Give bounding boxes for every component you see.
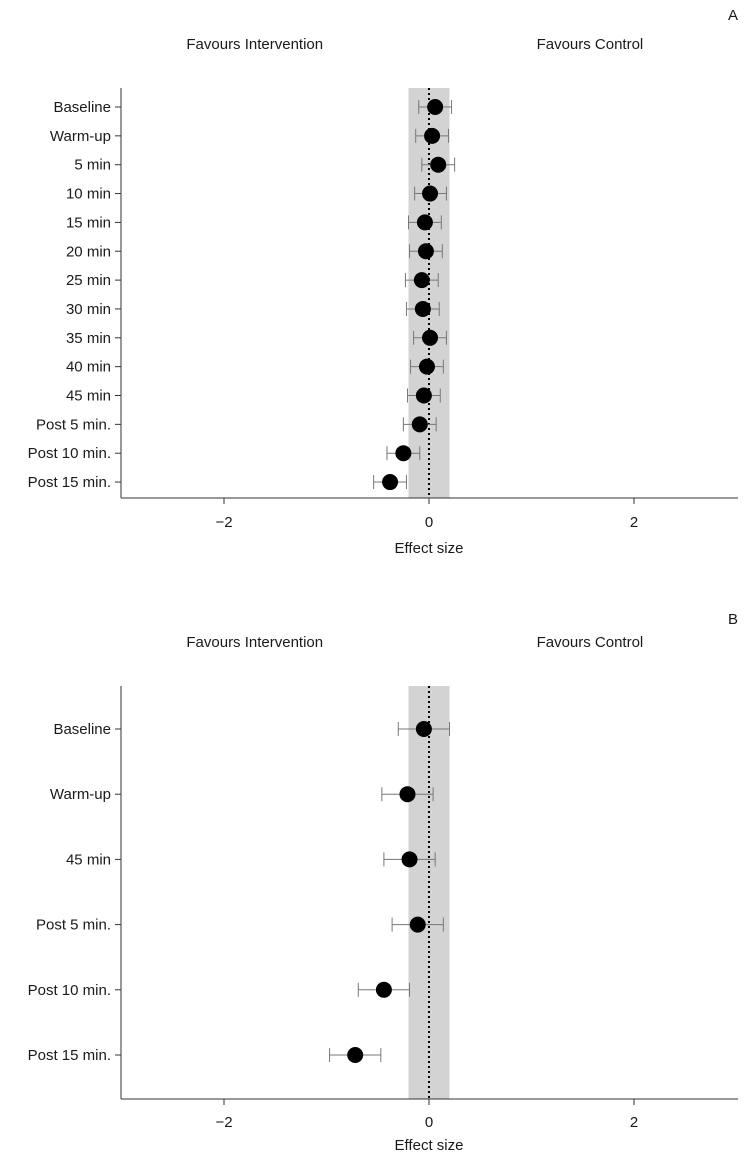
forest-row: 45 min [66,387,441,405]
row-label: 35 min [66,330,111,347]
row-label: 20 min [66,243,111,260]
x-axis-label: Effect size [395,540,464,557]
point-estimate [409,916,426,933]
forest-row: 40 min [66,358,444,376]
x-axis-label: Effect size [395,1137,464,1154]
row-label: Post 15 min. [28,474,111,491]
row-label: Post 5 min. [36,917,111,934]
x-tick-label: 0 [425,1114,433,1131]
point-estimate [395,445,412,462]
forest-row: Baseline [53,721,450,738]
forest-row: 45 min [66,851,436,868]
point-estimate [430,156,447,173]
x-tick-label: 2 [630,514,638,531]
point-estimate [424,127,441,144]
forest-row: 15 min [66,214,442,231]
forest-row: 35 min [66,329,447,347]
header-favours-intervention: Favours Intervention [186,634,323,651]
panel-a: A Favours Intervention Favours Control −2 0 2… [28,7,738,557]
forest-row: Post 10 min. [28,981,411,999]
x-tick-label: 2 [630,1114,638,1131]
panel-b: B Favours Intervention Favours Control −2 0 2… [28,611,738,1154]
forest-row: Post 15 min. [28,474,407,491]
panel-letter: B [728,611,738,628]
point-estimate [414,300,431,317]
row-label: 25 min [66,272,111,289]
row-label: 45 min [66,388,111,405]
point-estimate [416,214,433,231]
forest-row: 5 min [74,156,456,174]
row-label: Post 5 min. [36,416,111,433]
row-label: Warm-up [50,128,111,145]
forest-row: Post 5 min. [36,416,437,433]
row-label: 5 min [74,157,111,174]
forest-row: 30 min [66,300,440,318]
point-estimate [422,329,439,346]
forest-row: 25 min [66,272,439,289]
point-estimate [417,243,434,260]
panel-letter: A [728,7,738,24]
forest-row: Warm-up [50,786,434,803]
point-estimate [347,1047,364,1063]
row-label: Baseline [53,721,111,738]
row-label: 10 min [66,186,111,203]
point-estimate [375,981,392,998]
row-label: Warm-up [50,786,111,803]
row-label: 40 min [66,359,111,376]
point-estimate [399,786,416,803]
forest-row: 10 min [66,185,447,203]
row-label: Post 10 min. [28,445,111,462]
header-favours-control: Favours Control [537,634,644,651]
point-estimate [418,358,435,375]
row-label: 15 min [66,214,111,231]
row-label: 45 min [66,851,111,868]
header-favours-control: Favours Control [537,36,644,53]
row-label: Baseline [53,99,111,116]
point-estimate [427,99,444,115]
forest-row: Baseline [53,99,453,116]
forest-row: 20 min [66,243,443,260]
point-estimate [422,185,439,202]
forest-row: Post 15 min. [28,1047,382,1064]
point-estimate [413,272,430,289]
point-estimate [415,721,432,737]
row-label: 30 min [66,301,111,318]
row-label: Post 10 min. [28,982,111,999]
forest-row: Post 5 min. [36,916,444,934]
point-estimate [411,416,428,433]
forest-row: Warm-up [50,127,449,145]
x-tick-label: −2 [215,514,232,531]
forest-row: Post 10 min. [28,445,421,462]
point-estimate [382,474,399,491]
row-label: Post 15 min. [28,1047,111,1064]
header-favours-intervention: Favours Intervention [186,36,323,53]
x-tick-label: 0 [425,514,433,531]
point-estimate [401,851,418,868]
x-tick-label: −2 [215,1114,232,1131]
point-estimate [415,387,432,404]
